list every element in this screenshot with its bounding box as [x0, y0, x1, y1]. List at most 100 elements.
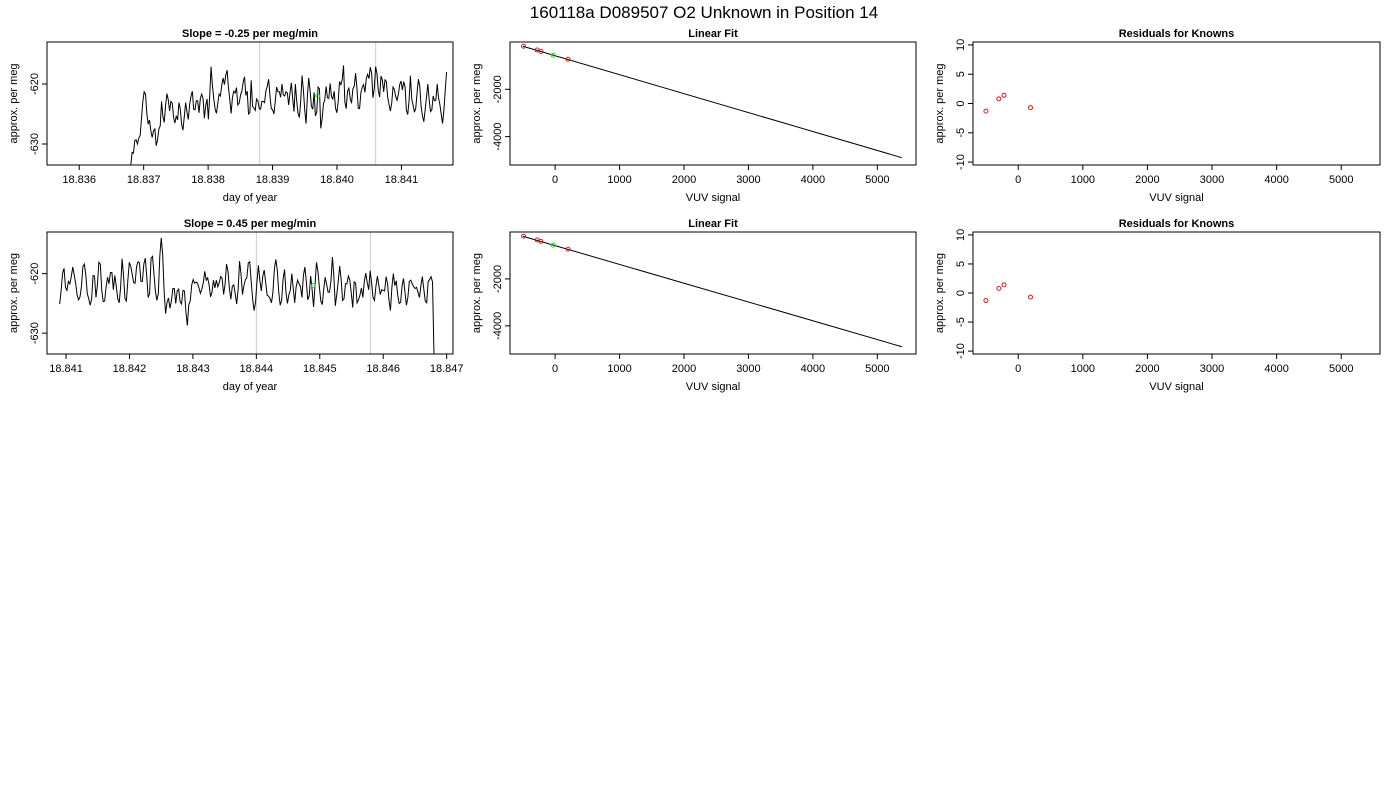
panel-1: Slope = -0.25 per meg/min 18.836 18.837 18.… [8, 28, 454, 204]
plot-frame [46, 41, 454, 166]
y-tick-label: -620 [29, 263, 41, 285]
x-tick-label: 2000 [1135, 174, 1159, 186]
plot-frame [972, 41, 1381, 166]
y-tick-label: 10 [955, 39, 967, 51]
y-tick-label: -10 [955, 343, 967, 359]
x-tick-label: 5000 [865, 174, 889, 186]
plot-area [521, 43, 902, 159]
x-tick-label: 5000 [865, 363, 889, 375]
series-line [59, 237, 435, 354]
x-tick-label: 0 [1015, 174, 1021, 186]
panel-title: Residuals for Knowns [1119, 218, 1235, 230]
y-axis-label: approx. per meg [8, 63, 20, 143]
plot-area [59, 232, 435, 354]
y-tick-label: -5 [955, 128, 967, 138]
x-tick-label: 18.843 [176, 363, 210, 375]
x-tick-label: 18.847 [430, 363, 464, 375]
x-tick-label: 18.839 [256, 174, 290, 186]
y-tick-label: -630 [29, 133, 41, 155]
x-tick-label: 4000 [801, 363, 825, 375]
x-tick-label: 4000 [1264, 174, 1288, 186]
panel-4: Slope = 0.45 per meg/min 18.841 18.842 18.8… [8, 218, 463, 393]
figure-title: 160118a D089507 O2 Unknown in Position 1… [530, 3, 878, 22]
x-tick-label: 1000 [1071, 174, 1095, 186]
known-point [1001, 282, 1007, 288]
x-tick-label: 18.841 [49, 363, 83, 375]
x-tick-label: 0 [552, 174, 558, 186]
plot-area [130, 42, 448, 165]
y-tick-label: -2000 [492, 75, 504, 103]
x-axis-label: VUV signal [686, 381, 740, 393]
x-tick-label: 18.845 [303, 363, 337, 375]
y-axis-label: approx. per meg [934, 253, 946, 333]
plot-frame [509, 231, 917, 355]
y-tick-label: -620 [29, 73, 41, 95]
panels-container: Slope = -0.25 per meg/min 18.836 18.837 18.… [8, 28, 1381, 393]
x-axis-label: VUV signal [1149, 381, 1203, 393]
y-tick-label: 0 [955, 100, 967, 106]
y-axis-label: approx. per meg [471, 253, 483, 333]
x-tick-label: 1000 [1071, 363, 1095, 375]
x-tick-label: 1000 [607, 363, 631, 375]
x-axis-label: day of year [223, 192, 278, 204]
unknown-point [310, 283, 316, 289]
known-point [1027, 105, 1033, 111]
x-tick-label: 18.846 [366, 363, 400, 375]
panel-6: Residuals for Knowns 0 1000 2000 3000 4000 500… [934, 218, 1381, 393]
x-tick-label: 18.841 [385, 174, 419, 186]
panel-title: Residuals for Knowns [1119, 28, 1235, 40]
x-tick-label: 3000 [1200, 174, 1224, 186]
x-axis-label: VUV signal [1149, 192, 1203, 204]
unknown-point [550, 242, 556, 248]
y-tick-label: -5 [955, 317, 967, 327]
known-point [565, 246, 571, 252]
y-tick-label: 5 [955, 261, 967, 267]
x-tick-label: 4000 [1264, 363, 1288, 375]
panel-2: Linear Fit 0 1000 2000 3000 4000 5000 -4000 -200… [471, 28, 917, 204]
panel-title: Slope = -0.25 per meg/min [182, 28, 318, 40]
y-tick-label: 5 [955, 71, 967, 77]
x-tick-label: 2000 [1135, 363, 1159, 375]
known-point [983, 298, 989, 304]
unknown-point [550, 52, 556, 58]
x-tick-label: 3000 [736, 174, 760, 186]
y-axis-label: approx. per meg [471, 63, 483, 143]
x-axis-label: VUV signal [686, 192, 740, 204]
plot-frame [46, 231, 454, 355]
x-tick-label: 18.842 [113, 363, 147, 375]
known-point [521, 43, 527, 49]
y-tick-label: -630 [29, 322, 41, 344]
x-tick-label: 18.838 [191, 174, 225, 186]
x-tick-label: 5000 [1329, 174, 1353, 186]
plot-frame [972, 231, 1381, 355]
panel-5: Linear Fit 0 1000 2000 3000 4000 5000 -4000 -200… [471, 218, 917, 393]
x-tick-label: 1000 [607, 174, 631, 186]
plot-area [521, 233, 902, 348]
y-axis-label: approx. per meg [934, 63, 946, 143]
x-tick-label: 2000 [672, 174, 696, 186]
x-tick-label: 0 [1015, 363, 1021, 375]
plot-area [983, 92, 1033, 114]
fit-line [522, 45, 902, 159]
known-point [996, 96, 1002, 102]
panel-3: Residuals for Knowns 0 1000 2000 3000 4000 500… [934, 28, 1381, 204]
y-tick-label: -10 [955, 154, 967, 170]
plot-frame [509, 41, 917, 166]
fit-line [522, 235, 902, 348]
x-tick-label: 18.837 [127, 174, 161, 186]
x-tick-label: 3000 [736, 363, 760, 375]
known-point [521, 233, 527, 239]
panel-title: Slope = 0.45 per meg/min [184, 218, 317, 230]
x-tick-label: 4000 [801, 174, 825, 186]
y-tick-label: -4000 [492, 312, 504, 340]
known-point [983, 108, 989, 114]
x-tick-label: 18.844 [240, 363, 274, 375]
panel-title: Linear Fit [688, 218, 738, 230]
x-tick-label: 3000 [1200, 363, 1224, 375]
known-point [565, 56, 571, 62]
x-tick-label: 2000 [672, 363, 696, 375]
x-tick-label: 0 [552, 363, 558, 375]
y-tick-label: -2000 [492, 265, 504, 293]
